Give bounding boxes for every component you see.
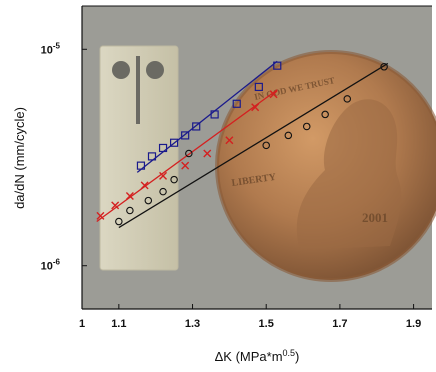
data-point-series-3 <box>380 63 388 71</box>
data-point-series-2 <box>251 103 260 112</box>
y-axis-label: da/dN (mm/cycle) <box>12 107 27 209</box>
data-markers <box>96 61 388 226</box>
data-point-series-2 <box>96 211 105 220</box>
data-point-series-3 <box>302 122 311 131</box>
x-tick-label: 1.7 <box>332 318 347 330</box>
x-tick-label: 1.5 <box>259 318 274 330</box>
specimen-photo <box>99 45 179 271</box>
data-point-series-1 <box>232 99 241 108</box>
data-point-series-1 <box>192 122 201 131</box>
data-point-series-3 <box>343 95 352 103</box>
x-tick-label: 1.3 <box>185 318 200 330</box>
data-point-series-1 <box>158 143 168 153</box>
data-point-series-1 <box>147 152 157 161</box>
data-point-series-3 <box>126 206 134 215</box>
data-point-series-2 <box>203 149 212 158</box>
y-tick-label: 10-5 <box>41 41 61 56</box>
data-point-series-3 <box>185 149 193 158</box>
x-tick-label: 1.1 <box>111 318 126 330</box>
data-point-series-1 <box>254 82 263 92</box>
data-point-series-2 <box>225 136 234 145</box>
y-tick-label: 10-6 <box>41 258 61 273</box>
data-point-series-2 <box>181 161 190 170</box>
data-point-series-2 <box>159 171 168 180</box>
fit-line-series-1 <box>136 60 278 173</box>
x-tick-label: 1 <box>79 318 85 330</box>
ticks-layer: 1 1.1 1.3 1.5 1.7 1.9 10-5 10-6 <box>41 41 422 330</box>
coin-photo: LIBERTY 2001 IN GOD WE TRUST <box>215 50 436 282</box>
coin-year-text: 2001 <box>362 210 388 225</box>
data-point-series-3 <box>115 217 123 226</box>
data-point-series-1 <box>273 61 282 70</box>
data-point-series-1 <box>210 110 219 119</box>
data-point-series-2 <box>269 90 278 99</box>
data-point-series-2 <box>125 191 134 200</box>
data-point-series-2 <box>140 181 149 190</box>
data-point-series-1 <box>170 138 179 147</box>
fit-line-series-3 <box>118 62 389 229</box>
data-point-series-3 <box>159 187 167 196</box>
data-point-series-2 <box>111 201 120 210</box>
x-tick-label: 1.9 <box>406 318 421 330</box>
data-point-series-1 <box>136 161 146 170</box>
x-axis-label: ΔK (MPa*m0.5) <box>215 348 300 364</box>
data-point-series-1 <box>181 131 190 140</box>
data-point-series-3 <box>262 141 270 150</box>
data-point-series-3 <box>144 196 153 205</box>
data-point-series-3 <box>170 175 178 184</box>
data-point-series-3 <box>284 131 293 140</box>
data-point-series-3 <box>321 110 329 119</box>
